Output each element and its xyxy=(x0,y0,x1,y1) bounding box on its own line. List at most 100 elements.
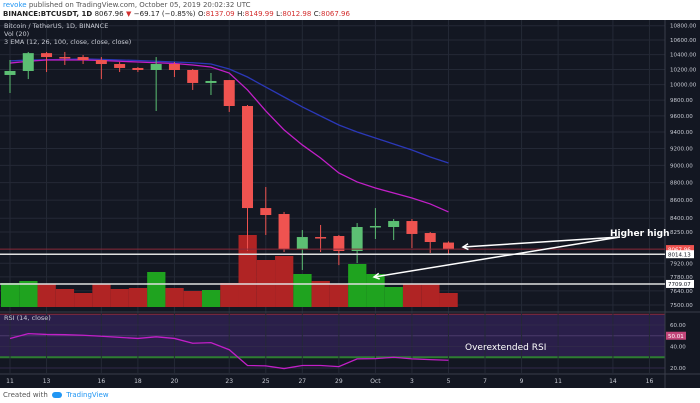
overextended-rsi-annotation: Overextended RSI xyxy=(465,343,546,353)
y-tick-label: 10800.00 xyxy=(670,24,697,30)
volume-bar xyxy=(439,293,458,307)
candle-body xyxy=(205,80,217,83)
arrow-to-candle xyxy=(462,236,621,248)
candle-body xyxy=(4,70,16,75)
tradingview-logo-icon xyxy=(52,392,63,398)
candle-body xyxy=(22,53,34,71)
y-tick-label: 9600.00 xyxy=(670,114,693,120)
candle-body xyxy=(242,106,254,209)
candle-body xyxy=(132,67,144,71)
y-tick-label: 8600.00 xyxy=(670,198,693,204)
x-tick-label: 27 xyxy=(298,378,306,385)
high-label: H: xyxy=(237,10,245,18)
x-tick-label: 5 xyxy=(447,378,451,385)
volume-bar xyxy=(238,235,257,307)
y-tick-label: 10400.00 xyxy=(670,53,697,59)
author-link[interactable]: revoke xyxy=(3,1,27,9)
candle-body xyxy=(59,57,71,59)
rsi-value-label: 50.01 xyxy=(668,334,684,340)
line2-price-label: 7709.07 xyxy=(668,282,691,288)
y-tick-label: 7640.00 xyxy=(670,289,693,295)
close-value: 8067.96 xyxy=(321,10,350,18)
volume-bar xyxy=(55,289,75,307)
y-tick-label: 9000.00 xyxy=(670,163,693,169)
x-tick-label: 7 xyxy=(483,378,487,385)
open-label: O: xyxy=(197,10,206,18)
price-change: −69.17 (−0.85%) xyxy=(133,10,196,18)
y-tick-label: 10200.00 xyxy=(670,67,697,73)
candle-body xyxy=(369,225,381,228)
arrow-to-volume-head xyxy=(372,272,380,280)
volume-bar xyxy=(128,288,148,307)
volume-bar xyxy=(37,284,56,307)
volume-bar xyxy=(275,256,294,307)
x-tick-label: 23 xyxy=(225,378,233,385)
line1-price-label-bg xyxy=(666,250,694,259)
x-tick-label: 14 xyxy=(609,378,617,385)
x-tick-label: 18 xyxy=(134,378,142,385)
x-tick-label: 16 xyxy=(98,378,106,385)
rsi-tick-label: 20.00 xyxy=(670,366,686,372)
y-tick-label: 7920.00 xyxy=(670,261,693,267)
candle-body xyxy=(168,64,180,71)
y-tick-label: 10000.00 xyxy=(670,83,697,89)
chart-area[interactable]: 11 13 16 18 20 23 25 27 29 Oct 3 5 7 9 11 14 16 10800.00 1… xyxy=(0,20,700,388)
candle-body xyxy=(41,53,53,58)
rsi-value-label-bg xyxy=(666,331,686,340)
x-tick-label: 25 xyxy=(262,378,270,385)
volume-bar xyxy=(183,291,202,307)
x-tick-label: 29 xyxy=(335,378,343,385)
y-tick-label: 7780.00 xyxy=(670,275,693,281)
open-value: 8137.09 xyxy=(205,10,235,18)
volume-bar xyxy=(220,283,239,307)
y-tick-label: 8800.00 xyxy=(670,181,693,187)
line1-price-label: 8014.13 xyxy=(668,252,691,258)
candle-body xyxy=(150,64,162,71)
candle-body xyxy=(406,221,418,234)
candle-body xyxy=(424,233,436,242)
low-label: L: xyxy=(276,10,283,18)
candle-body xyxy=(333,236,345,251)
volume-bar xyxy=(110,289,129,307)
volume-bar xyxy=(74,293,93,307)
volume-bar xyxy=(366,274,385,307)
volume-bar xyxy=(201,290,221,307)
candle-body xyxy=(351,227,363,251)
legend-vol: Vol (20) xyxy=(4,30,30,38)
candle-body xyxy=(95,59,107,65)
x-tick-label: 20 xyxy=(171,378,179,385)
rsi-legend: RSI (14, close) xyxy=(4,314,51,322)
created-with: Created with xyxy=(3,391,48,399)
symbol: BINANCE:BTCUSDT, 1D xyxy=(3,10,93,18)
arrow-to-volume xyxy=(373,236,621,278)
chart-svg[interactable]: 11 13 16 18 20 23 25 27 29 Oct 3 5 7 9 11 14 16 10800.00 1… xyxy=(0,20,700,388)
volume-bar xyxy=(147,272,166,307)
last-price-label-bg xyxy=(666,245,694,254)
volume-bar xyxy=(1,283,20,307)
volume-bar xyxy=(165,288,184,307)
symbol-info: BINANCE:BTCUSDT, 1D 8067.96 ▼ −69.17 (−0… xyxy=(3,10,350,18)
candle-body xyxy=(114,64,126,68)
footer: Created with TradingView xyxy=(3,391,109,399)
volume-bar xyxy=(329,284,349,307)
candle-body xyxy=(187,70,199,83)
rsi-tick-label: 60.00 xyxy=(670,323,686,329)
high-value: 8149.99 xyxy=(244,10,274,18)
arrow-to-candle-head xyxy=(461,243,469,251)
candle-body xyxy=(315,237,327,239)
rsi-tick-label: 40.00 xyxy=(670,345,686,351)
legend-title: Bitcoin / TetherUS, 1D, BINANCE xyxy=(4,22,109,30)
volume-bar xyxy=(384,287,403,307)
x-tick-label: 16 xyxy=(646,378,654,385)
candle-body xyxy=(388,221,400,228)
x-tick-label: 11 xyxy=(554,378,562,385)
volume-bar xyxy=(348,264,367,307)
candle-body xyxy=(278,214,290,250)
down-arrow-icon: ▼ xyxy=(125,10,132,18)
publish-text: published on TradingView.com, October 05… xyxy=(28,1,251,9)
publish-info: revoke published on TradingView.com, Oct… xyxy=(3,1,250,9)
last-price: 8067.96 xyxy=(94,10,124,18)
x-tick-label: 13 xyxy=(43,378,51,385)
y-tick-label: 9200.00 xyxy=(670,147,693,153)
tradingview-link[interactable]: TradingView xyxy=(66,391,109,399)
